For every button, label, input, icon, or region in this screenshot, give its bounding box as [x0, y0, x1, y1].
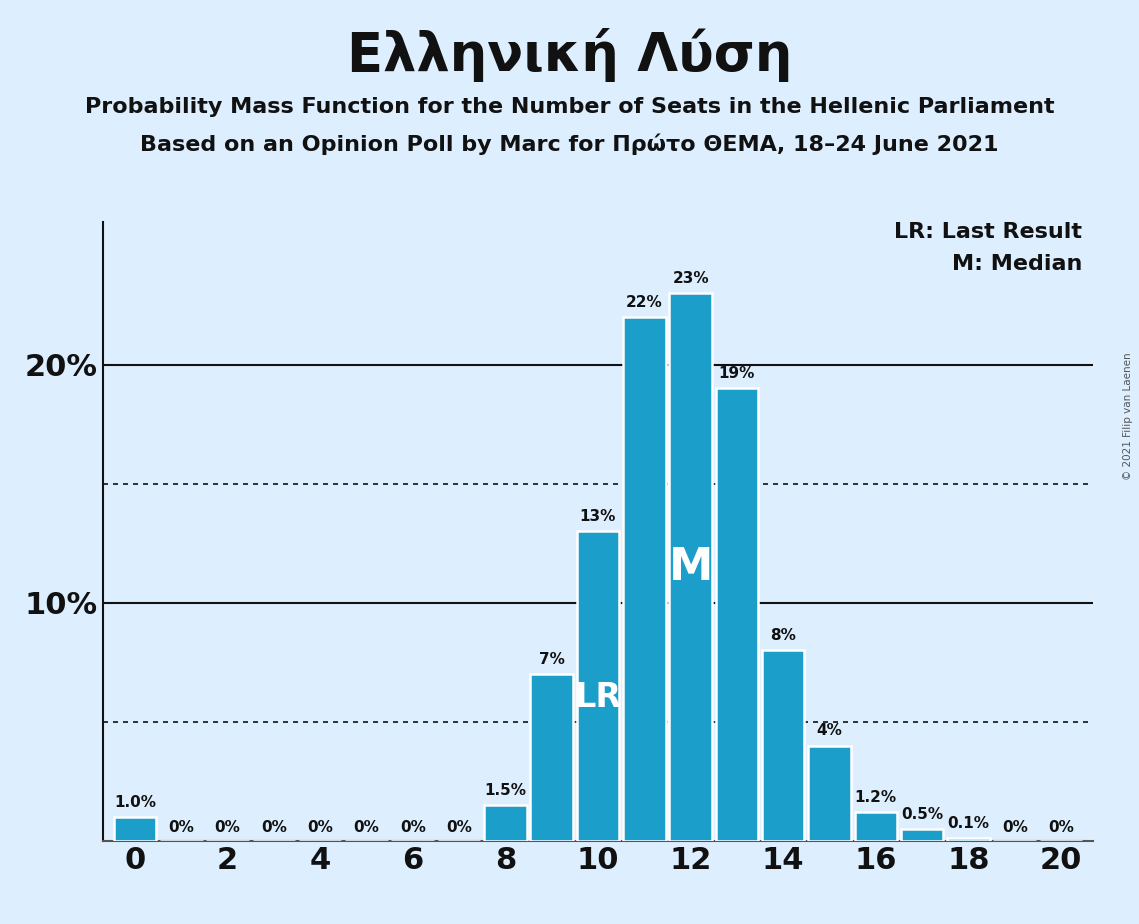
Text: Based on an Opinion Poll by Marc for Πρώτο ΘΕΜΑ, 18–24 June 2021: Based on an Opinion Poll by Marc for Πρώ…	[140, 134, 999, 155]
Text: 0.5%: 0.5%	[901, 807, 943, 821]
Text: M: Median: M: Median	[952, 254, 1082, 274]
Text: 0.1%: 0.1%	[948, 816, 990, 832]
Text: 8%: 8%	[770, 628, 796, 643]
Bar	[715, 388, 759, 841]
Bar	[948, 838, 990, 841]
Text: 0%: 0%	[308, 820, 333, 835]
Text: 7%: 7%	[539, 652, 565, 667]
Text: 0%: 0%	[446, 820, 472, 835]
Bar	[762, 650, 804, 841]
Bar	[576, 531, 620, 841]
Bar	[854, 812, 898, 841]
Text: 4%: 4%	[817, 723, 843, 738]
Text: 1.2%: 1.2%	[854, 790, 896, 805]
Text: 0%: 0%	[214, 820, 240, 835]
Text: 0%: 0%	[1002, 820, 1027, 835]
Text: 0%: 0%	[169, 820, 194, 835]
Text: Ελληνική Λύση: Ελληνική Λύση	[346, 28, 793, 81]
Text: 0%: 0%	[261, 820, 287, 835]
Text: M: M	[669, 545, 713, 589]
Bar	[901, 829, 943, 841]
Text: 19%: 19%	[719, 366, 755, 382]
Text: 0%: 0%	[1048, 820, 1074, 835]
Text: 22%: 22%	[626, 295, 663, 310]
Bar	[114, 817, 156, 841]
Text: © 2021 Filip van Laenen: © 2021 Filip van Laenen	[1123, 352, 1133, 480]
Text: 1.0%: 1.0%	[114, 795, 156, 809]
Text: 23%: 23%	[672, 271, 708, 286]
Text: 13%: 13%	[580, 509, 616, 524]
Text: 0%: 0%	[353, 820, 379, 835]
Bar	[670, 293, 712, 841]
Text: LR: Last Result: LR: Last Result	[894, 222, 1082, 242]
Bar	[623, 317, 665, 841]
Bar	[484, 805, 526, 841]
Text: 0%: 0%	[400, 820, 426, 835]
Bar	[531, 675, 573, 841]
Bar	[809, 746, 851, 841]
Text: LR: LR	[574, 682, 622, 714]
Text: Probability Mass Function for the Number of Seats in the Hellenic Parliament: Probability Mass Function for the Number…	[84, 97, 1055, 117]
Text: 1.5%: 1.5%	[484, 783, 526, 798]
